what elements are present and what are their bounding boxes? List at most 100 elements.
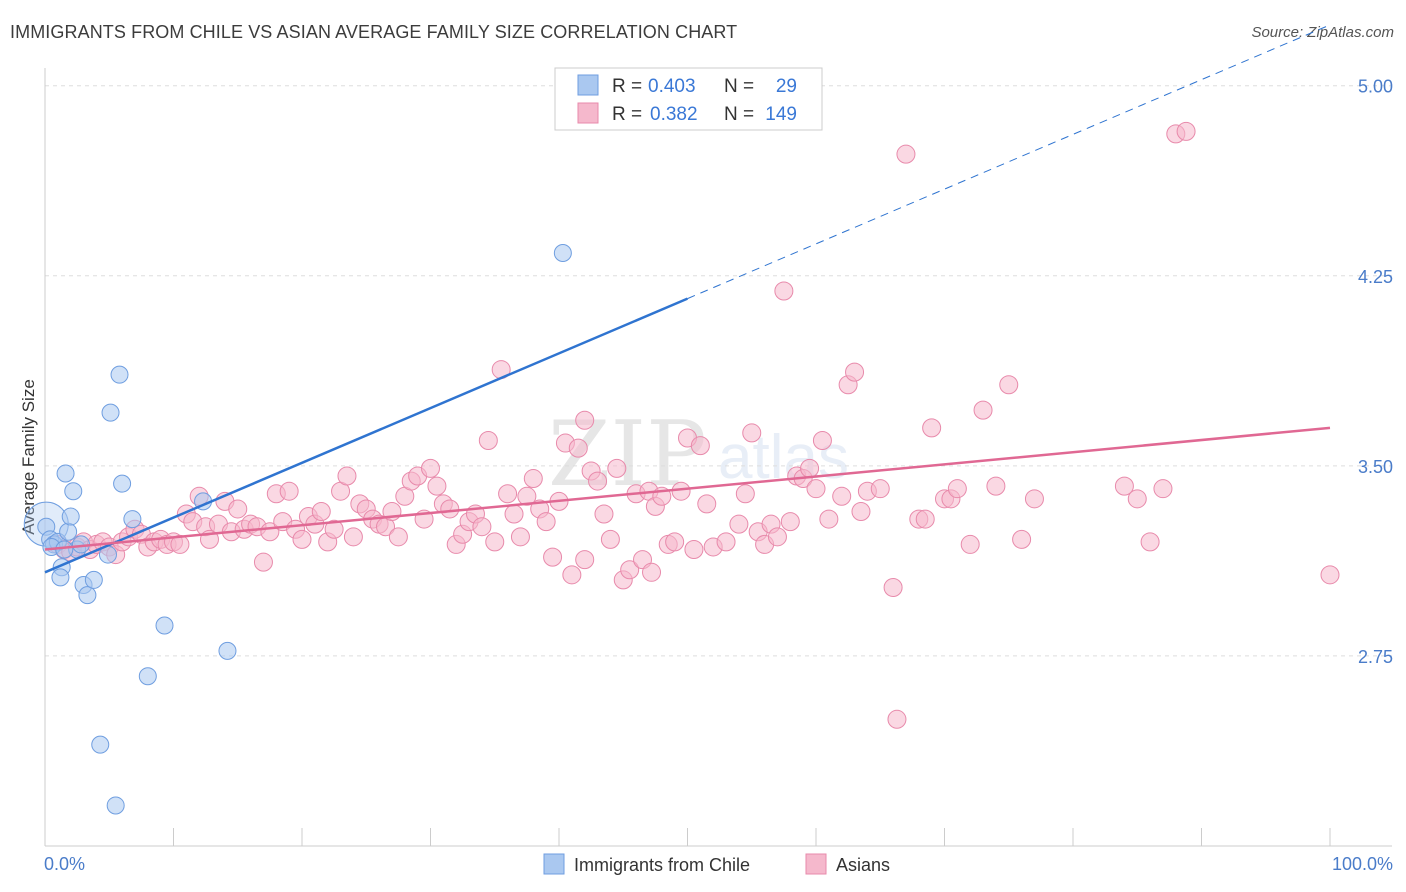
- asians-point-36: [279, 481, 299, 501]
- chart-title: IMMIGRANTS FROM CHILE VS ASIAN AVERAGE F…: [10, 22, 738, 42]
- asians-point-72: [510, 527, 530, 547]
- asians-point-43: [324, 519, 344, 539]
- asians-point-142: [1140, 532, 1160, 552]
- asians-point-61: [440, 499, 460, 519]
- asians-point-101: [697, 494, 717, 514]
- chile-point-14: [84, 570, 103, 589]
- chile-point-9: [64, 482, 83, 501]
- asians-point-118: [819, 509, 839, 529]
- chile-point-21: [123, 510, 142, 529]
- asians-point-73: [517, 486, 537, 506]
- source-credit: Source: ZipAtlas.com: [1251, 24, 1394, 41]
- chile-point-5: [51, 568, 70, 587]
- asians-point-104: [729, 514, 749, 534]
- asians-point-68: [485, 532, 505, 552]
- chile-point-8: [61, 507, 80, 526]
- asians-point-67: [478, 431, 498, 451]
- x-tick-label-min: 0.0%: [44, 854, 85, 874]
- x-tick-label-max: 100.0%: [1332, 854, 1393, 874]
- asians-point-71: [504, 504, 524, 524]
- y-tick-label-1: 3.50: [1358, 457, 1393, 477]
- asians-point-145: [1176, 121, 1196, 141]
- legend-swatch-asians: [577, 102, 599, 124]
- asians-point-59: [427, 476, 447, 496]
- legend-r-label-asians: R =: [612, 104, 642, 125]
- asians-point-106: [742, 423, 762, 443]
- bottom-legend-label-asians: Asians: [836, 855, 890, 875]
- asians-trend-line: [44, 426, 1331, 551]
- asians-point-86: [600, 529, 620, 549]
- asians-point-46: [343, 527, 363, 547]
- trend-lines: [44, 24, 1331, 574]
- legend-n-value-asians: 149: [765, 104, 797, 125]
- legend-n-label-chile: N =: [724, 76, 754, 97]
- series-legend: Immigrants from Chile Asians: [543, 853, 890, 875]
- y-tick-label-0: 2.75: [1358, 647, 1393, 667]
- asians-point-141: [1127, 489, 1147, 509]
- asians-point-38: [292, 529, 312, 549]
- asians-point-74: [523, 469, 543, 489]
- asians-point-66: [472, 517, 492, 537]
- asians-point-105: [735, 484, 755, 504]
- asians-point-77: [543, 547, 563, 567]
- asians-point-148: [642, 562, 662, 582]
- asians-point-119: [832, 486, 852, 506]
- y-tick-label-3: 5.00: [1358, 77, 1393, 97]
- chile-points: [23, 243, 572, 815]
- chile-point-25: [218, 641, 237, 660]
- asians-point-135: [973, 400, 993, 420]
- legend-r-value-asians: 0.382: [650, 104, 698, 125]
- asians-point-140: [1114, 476, 1134, 496]
- asians-point-130: [922, 418, 942, 438]
- asians-point-82: [575, 410, 595, 430]
- legend-n-label-asians: N =: [724, 104, 754, 125]
- asians-point-76: [536, 512, 556, 532]
- legend-r-label-chile: R =: [612, 76, 642, 97]
- asians-point-32: [253, 552, 273, 572]
- asians-point-97: [671, 481, 691, 501]
- asians-point-134: [960, 534, 980, 554]
- asians-point-28: [228, 499, 248, 519]
- chile-point-15: [91, 735, 110, 754]
- asians-point-87: [607, 458, 627, 478]
- stats-legend-frame: [554, 67, 823, 131]
- asians-point-126: [887, 709, 907, 729]
- asians-point-103: [716, 532, 736, 552]
- asians-point-89: [620, 560, 640, 580]
- chile-point-26: [553, 243, 572, 262]
- legend-n-value-chile: 29: [776, 76, 797, 97]
- asians-point-81: [568, 438, 588, 458]
- chile-point-13: [78, 586, 97, 605]
- chile-point-23: [155, 616, 174, 635]
- asians-point-125: [883, 578, 903, 598]
- asians-point-124: [870, 479, 890, 499]
- asians-point-70: [498, 484, 518, 504]
- y-tick-labels: 2.75 3.50 4.25 5.00: [1358, 77, 1393, 667]
- asians-point-121: [845, 362, 865, 382]
- axes: [44, 68, 1392, 847]
- asians-point-137: [999, 375, 1019, 395]
- bottom-legend-swatch-asians: [805, 853, 827, 875]
- chile-point-7: [59, 522, 78, 541]
- asians-point-133: [947, 479, 967, 499]
- y-axis-label: Average Family Size: [19, 379, 38, 535]
- stats-legend: R = 0.403 N = 29 R = 0.382 N = 149: [554, 67, 823, 131]
- grid-lines: [44, 85, 1392, 846]
- asians-point-143: [1153, 479, 1173, 499]
- asians-point-139: [1024, 489, 1044, 509]
- legend-swatch-chile: [577, 74, 599, 96]
- asians-point-112: [780, 512, 800, 532]
- asians-point-84: [588, 471, 608, 491]
- asians-point-122: [851, 501, 871, 521]
- chile-point-18: [106, 796, 125, 815]
- asians-point-96: [665, 532, 685, 552]
- bottom-legend-label-chile: Immigrants from Chile: [574, 855, 750, 875]
- asians-point-115: [800, 458, 820, 478]
- chile-point-17: [101, 403, 120, 422]
- chile-point-28: [55, 540, 74, 559]
- asians-point-136: [986, 476, 1006, 496]
- asians-point-19: [170, 534, 190, 554]
- asians-point-85: [594, 504, 614, 524]
- asians-point-116: [806, 479, 826, 499]
